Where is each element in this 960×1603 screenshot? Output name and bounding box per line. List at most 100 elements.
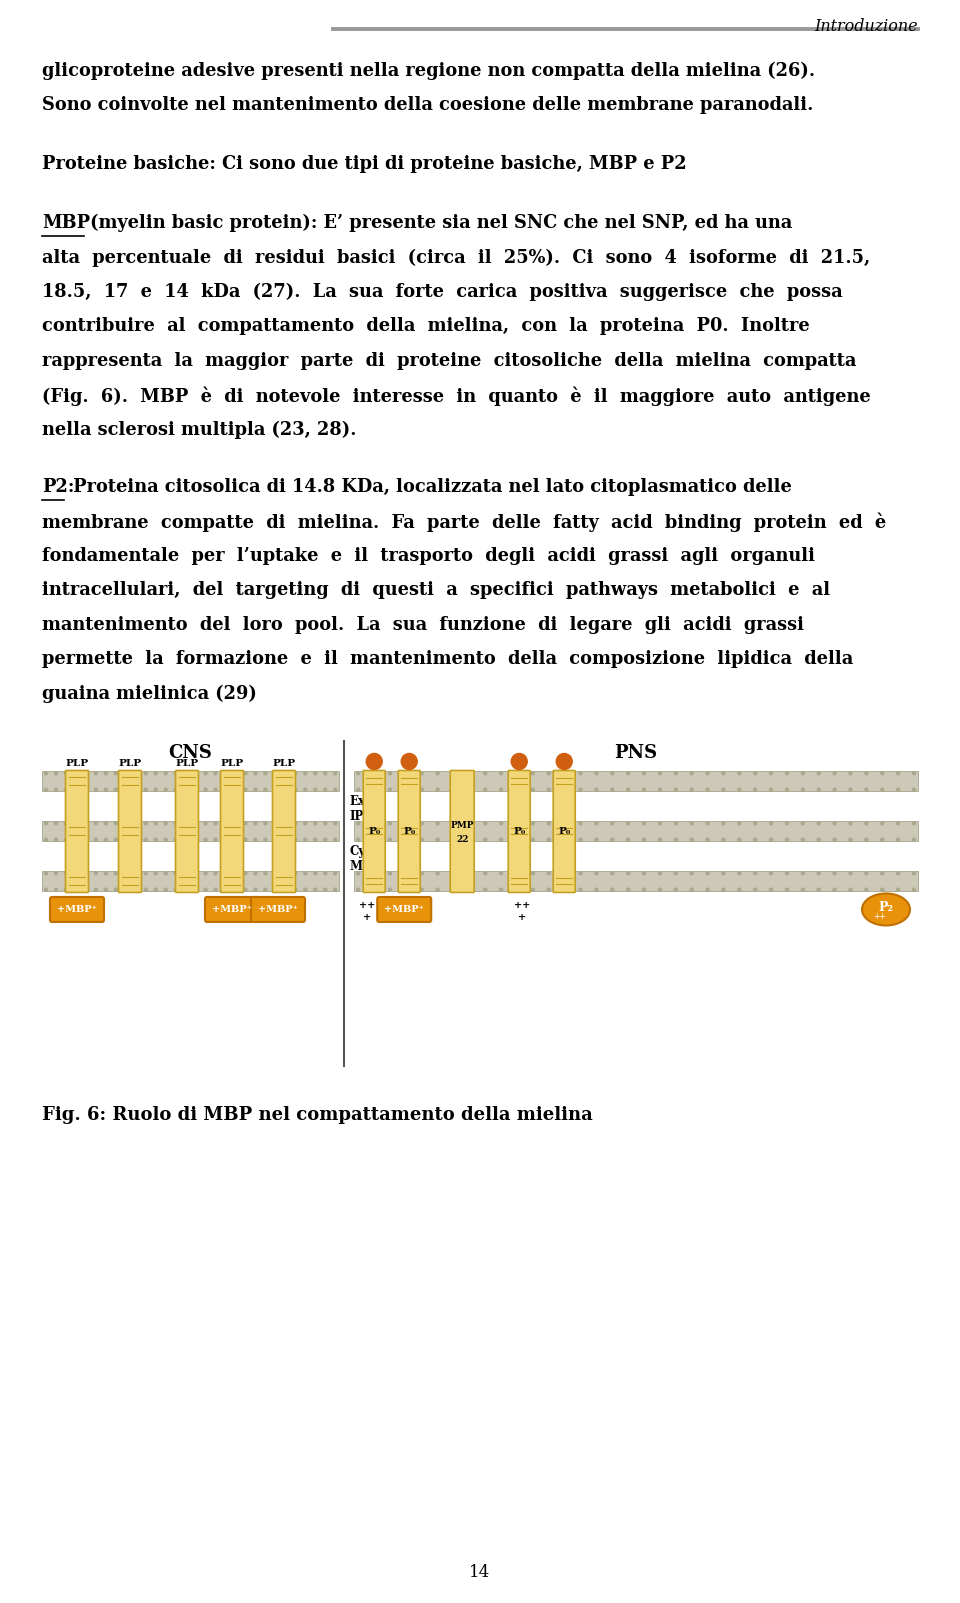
Circle shape — [404, 771, 407, 774]
Circle shape — [366, 753, 382, 769]
Text: 14: 14 — [469, 1565, 491, 1581]
Ellipse shape — [862, 893, 910, 925]
Circle shape — [849, 789, 852, 792]
Circle shape — [124, 838, 128, 842]
Circle shape — [114, 888, 117, 891]
Circle shape — [833, 789, 836, 792]
Circle shape — [144, 822, 147, 826]
Circle shape — [194, 888, 197, 891]
Circle shape — [164, 888, 167, 891]
Circle shape — [264, 888, 267, 891]
Circle shape — [516, 789, 518, 792]
Circle shape — [785, 888, 788, 891]
Circle shape — [144, 789, 147, 792]
Circle shape — [532, 771, 535, 774]
Circle shape — [105, 822, 108, 826]
Circle shape — [214, 872, 217, 875]
Circle shape — [785, 771, 788, 774]
Circle shape — [174, 872, 178, 875]
Circle shape — [722, 771, 725, 774]
Circle shape — [234, 888, 237, 891]
Circle shape — [75, 872, 78, 875]
Circle shape — [690, 872, 693, 875]
Circle shape — [642, 838, 645, 842]
Circle shape — [244, 789, 247, 792]
Circle shape — [214, 771, 217, 774]
Circle shape — [564, 822, 566, 826]
Circle shape — [642, 771, 645, 774]
Circle shape — [84, 822, 87, 826]
Circle shape — [144, 872, 147, 875]
Circle shape — [499, 822, 503, 826]
Circle shape — [833, 771, 836, 774]
Circle shape — [114, 822, 117, 826]
Circle shape — [865, 822, 868, 826]
Circle shape — [155, 838, 157, 842]
Circle shape — [94, 888, 97, 891]
Circle shape — [234, 872, 237, 875]
Circle shape — [324, 872, 326, 875]
Circle shape — [274, 789, 276, 792]
Bar — [42, 771, 339, 792]
Circle shape — [849, 872, 852, 875]
Circle shape — [642, 822, 645, 826]
Circle shape — [55, 838, 58, 842]
Circle shape — [134, 872, 137, 875]
Circle shape — [564, 888, 566, 891]
Circle shape — [164, 872, 167, 875]
Circle shape — [184, 771, 187, 774]
Circle shape — [184, 822, 187, 826]
Circle shape — [134, 789, 137, 792]
FancyBboxPatch shape — [450, 771, 474, 893]
Circle shape — [738, 771, 741, 774]
Circle shape — [194, 771, 197, 774]
Circle shape — [547, 789, 550, 792]
Circle shape — [499, 838, 503, 842]
Circle shape — [499, 872, 503, 875]
Circle shape — [611, 771, 613, 774]
Circle shape — [194, 789, 197, 792]
Circle shape — [913, 771, 916, 774]
Circle shape — [114, 771, 117, 774]
Text: Sono coinvolte nel mantenimento della coesione delle membrane paranodali.: Sono coinvolte nel mantenimento della co… — [42, 96, 813, 114]
Circle shape — [204, 888, 207, 891]
Circle shape — [436, 838, 439, 842]
Text: P2:: P2: — [42, 478, 74, 495]
Circle shape — [499, 771, 503, 774]
Circle shape — [897, 888, 900, 891]
Circle shape — [224, 872, 227, 875]
Circle shape — [817, 771, 820, 774]
Circle shape — [357, 888, 360, 891]
Circle shape — [324, 888, 326, 891]
Circle shape — [214, 838, 217, 842]
Circle shape — [897, 789, 900, 792]
Circle shape — [420, 872, 423, 875]
Circle shape — [738, 888, 741, 891]
Circle shape — [404, 838, 407, 842]
Circle shape — [754, 822, 756, 826]
Circle shape — [84, 838, 87, 842]
Circle shape — [174, 888, 178, 891]
Text: +: + — [518, 914, 526, 922]
Circle shape — [738, 789, 741, 792]
Circle shape — [155, 888, 157, 891]
Circle shape — [642, 888, 645, 891]
Circle shape — [244, 771, 247, 774]
Circle shape — [579, 888, 582, 891]
Circle shape — [738, 872, 741, 875]
Circle shape — [64, 888, 67, 891]
Circle shape — [134, 838, 137, 842]
Circle shape — [274, 822, 276, 826]
Circle shape — [770, 771, 773, 774]
Circle shape — [264, 789, 267, 792]
Circle shape — [314, 822, 317, 826]
Circle shape — [184, 888, 187, 891]
Circle shape — [174, 771, 178, 774]
Circle shape — [420, 789, 423, 792]
Circle shape — [274, 872, 276, 875]
Circle shape — [722, 822, 725, 826]
Text: intracellulari,  del  targeting  di  questi  a  specifici  pathways  metabolici : intracellulari, del targeting di questi … — [42, 582, 830, 600]
Circle shape — [802, 771, 804, 774]
Text: nella sclerosi multipla (23, 28).: nella sclerosi multipla (23, 28). — [42, 422, 356, 439]
Circle shape — [389, 888, 392, 891]
